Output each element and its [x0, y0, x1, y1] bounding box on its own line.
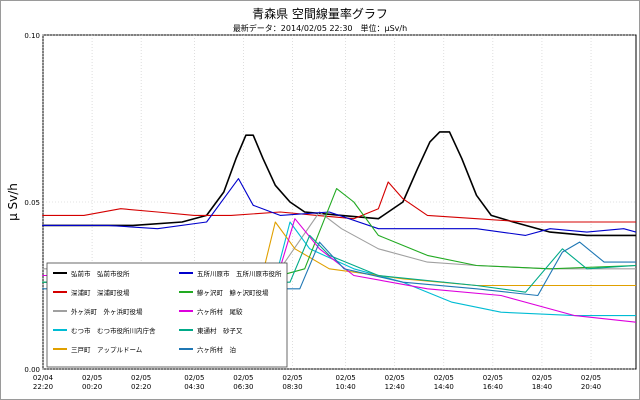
x-tick-date: 02/05 [532, 374, 552, 382]
x-tick-date: 02/05 [336, 374, 356, 382]
legend-entry: 六ヶ所村 尾駮 [197, 307, 243, 316]
x-tick-date: 02/05 [131, 374, 151, 382]
y-tick-label: 0.10 [24, 32, 40, 40]
x-tick-time: 20:40 [581, 383, 601, 391]
legend-entry: 弘前市 弘前市役所 [71, 269, 130, 278]
x-tick-time: 16:40 [483, 383, 503, 391]
x-tick-time: 02:20 [131, 383, 151, 391]
series-line-1 [42, 131, 636, 237]
x-tick-time: 00:20 [82, 383, 102, 391]
x-tick-date: 02/04 [33, 374, 54, 382]
x-tick-date: 02/05 [233, 374, 253, 382]
x-tick-date: 02/05 [82, 374, 102, 382]
chart-title: 青森県 空間線量率グラフ [252, 6, 388, 21]
x-tick-date: 02/05 [483, 374, 503, 382]
legend-entry: 六ヶ所村 泊 [197, 345, 236, 354]
series-line-6 [42, 178, 637, 236]
legend-entry: むつ市 むつ市役所川内庁舎 [71, 326, 156, 335]
legend-entry: 三戸町 アップルドーム [71, 346, 143, 354]
legend-entry: 深浦町 深浦町役場 [71, 288, 130, 297]
x-tick-time: 18:40 [532, 383, 552, 391]
y-axis-label: μ Sv/h [6, 183, 20, 221]
y-tick-label: 0.00 [24, 366, 40, 374]
x-tick-time: 10:40 [336, 383, 356, 391]
x-tick-time: 12:40 [385, 383, 405, 391]
x-tick-time: 06:30 [233, 383, 253, 391]
x-tick-date: 02/05 [434, 374, 454, 382]
legend-entry: 五所川原市 五所川原市役所 [197, 269, 282, 278]
x-tick-date: 02/05 [385, 374, 405, 382]
x-tick-date: 02/05 [581, 374, 601, 382]
y-tick-label: 0.05 [24, 199, 40, 207]
legend-box [46, 262, 288, 368]
x-tick-time: 08:30 [282, 383, 302, 391]
legend-entry: 鰺ヶ沢町 鰺ヶ沢町役場 [197, 288, 269, 297]
x-tick-date: 02/05 [184, 374, 204, 382]
x-tick-time: 04:30 [184, 383, 204, 391]
chart-subtitle: 最新データ：2014/02/05 22:30 単位：μSv/h [233, 23, 407, 33]
legend-entry: 外ヶ浜町 外ヶ浜町役場 [71, 307, 143, 316]
x-tick-time: 22:20 [33, 383, 53, 391]
series-line-2 [42, 181, 636, 223]
x-tick-date: 02/05 [282, 374, 302, 382]
y-axis-ticks: 0.00 0.05 0.10 [24, 32, 40, 374]
x-axis-ticks: 02/0422:2002/0500:2002/0502:2002/0504:30… [33, 374, 601, 391]
x-tick-time: 14:40 [434, 383, 454, 391]
legend-entry: 東通村 砂子又 [197, 326, 243, 335]
